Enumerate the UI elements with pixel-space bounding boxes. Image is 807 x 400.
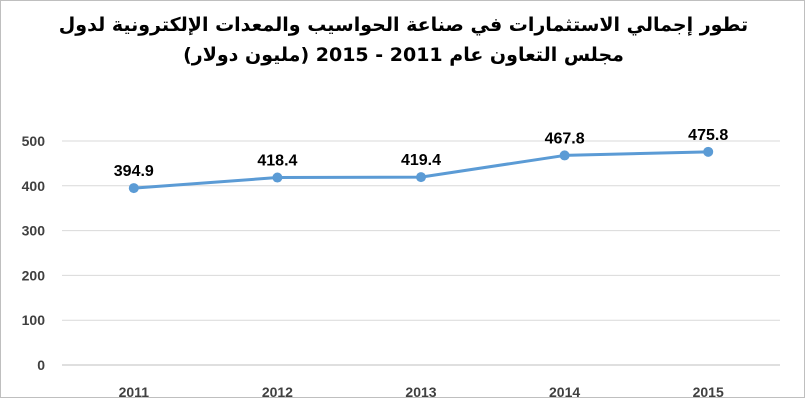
chart-title-line-2: مجلس التعاون عام 2011 - 2015 (مليون دولا… (183, 44, 624, 66)
data-label-2014: 467.8 (545, 130, 585, 147)
x-tick-label-2013: 2013 (405, 384, 436, 400)
x-tick-label-2012: 2012 (262, 384, 293, 400)
data-label-2013: 419.4 (401, 152, 441, 169)
x-tick-label-2015: 2015 (693, 384, 724, 400)
y-tick-label-100: 100 (22, 312, 46, 328)
x-tick-label-2014: 2014 (549, 384, 580, 400)
data-point-2011 (128, 183, 139, 194)
y-tick-label-300: 300 (22, 223, 46, 239)
data-point-2012 (272, 172, 283, 183)
data-point-2013 (416, 172, 426, 183)
data-label-2012: 418.4 (257, 153, 297, 170)
data-label-2015: 475.8 (688, 127, 728, 144)
chart-title-line-1: تطور إجمالي الاستثمارات في صناعة الحواسي… (58, 14, 749, 36)
data-point-2014 (559, 150, 570, 161)
data-point-2015 (703, 146, 714, 157)
x-axis-ticks: 2011 2012 2013 2014 2015 (119, 384, 724, 400)
y-tick-label-0: 0 (37, 357, 45, 373)
data-label-2011: 394.9 (114, 163, 154, 180)
y-tick-label-200: 200 (22, 267, 46, 283)
y-tick-label-500: 500 (22, 133, 46, 149)
x-tick-label-2011: 2011 (119, 384, 150, 400)
y-tick-label-400: 400 (22, 178, 46, 194)
data-points (128, 146, 714, 194)
y-axis-ticks: 0 100 200 300 400 500 (22, 133, 46, 373)
data-labels: 394.9 418.4 419.4 467.8 475.8 (114, 127, 729, 180)
gridlines (62, 140, 780, 366)
